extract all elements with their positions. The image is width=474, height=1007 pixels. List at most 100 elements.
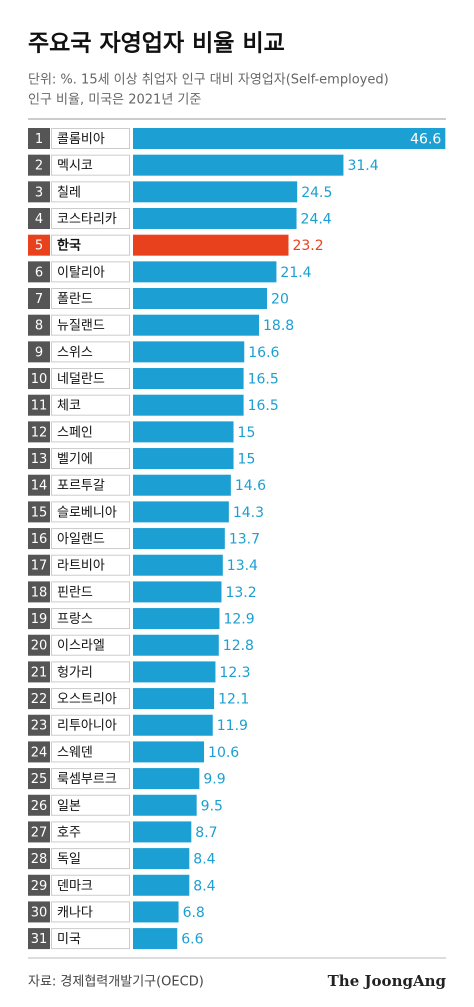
- label-box: [51, 821, 130, 843]
- bar: [133, 714, 213, 736]
- label-box: [51, 368, 130, 390]
- value-label: 13.7: [229, 532, 260, 548]
- label-box: [51, 314, 130, 336]
- rank-box: [28, 874, 50, 896]
- bar: [133, 688, 215, 710]
- y-tick-label: 콜롬비아: [57, 132, 105, 147]
- label-box: [51, 154, 130, 176]
- y-tick-label: 핀란드: [57, 585, 93, 600]
- rank-box: [28, 501, 50, 523]
- value-label: 11.9: [217, 718, 248, 734]
- y-tick-label: 캐나다: [57, 905, 93, 920]
- rank-label: 28: [31, 852, 48, 867]
- rank-label: 31: [31, 932, 48, 947]
- bar: [133, 874, 190, 896]
- rank-box: [28, 928, 50, 950]
- label-box: [51, 421, 130, 443]
- rank-label: 8: [35, 319, 43, 334]
- rank-label: 13: [31, 452, 48, 467]
- bar: [133, 741, 205, 763]
- value-label: 6.8: [183, 905, 205, 921]
- value-label: 24.4: [301, 212, 332, 228]
- bar: [133, 554, 223, 576]
- y-tick-label: 체코: [57, 399, 81, 414]
- label-box: [51, 581, 130, 603]
- rank-label: 14: [31, 479, 48, 494]
- label-box: [51, 208, 130, 230]
- y-tick-label: 포르투갈: [57, 479, 105, 494]
- bar: [133, 394, 244, 416]
- rank-box: [28, 421, 50, 443]
- rank-box: [28, 341, 50, 363]
- rank-box: [28, 234, 50, 256]
- rank-label: 6: [35, 265, 43, 280]
- rank-box: [28, 581, 50, 603]
- bar: [133, 821, 192, 843]
- y-tick-label: 스위스: [57, 345, 93, 360]
- rank-box: [28, 394, 50, 416]
- rank-box: [28, 821, 50, 843]
- rank-label: 10: [31, 372, 48, 387]
- label-box: [51, 288, 130, 310]
- brand: The JoongAng: [328, 972, 447, 990]
- subtitle: 인구 비율, 미국은 2021년 기준: [28, 93, 201, 108]
- label-box: [51, 261, 130, 283]
- value-label: 13.4: [227, 558, 258, 574]
- value-label: 21.4: [280, 265, 311, 281]
- value-label: 16.5: [248, 398, 279, 414]
- rank-box: [28, 181, 50, 203]
- rank-box: [28, 154, 50, 176]
- y-tick-label: 슬로베니아: [57, 505, 117, 520]
- bar: [133, 128, 446, 149]
- bar: [133, 661, 216, 683]
- rank-box: [28, 314, 50, 336]
- value-label: 14.3: [233, 505, 264, 521]
- value-label: 15: [238, 452, 256, 468]
- value-label: 10.6: [208, 745, 239, 761]
- rank-label: 26: [31, 799, 48, 814]
- rank-box: [28, 661, 50, 683]
- rank-box: [28, 368, 50, 390]
- rank-label: 23: [31, 719, 48, 734]
- bar: [133, 848, 190, 870]
- label-box: [51, 501, 130, 523]
- y-tick-label: 한국: [57, 238, 81, 254]
- label-box: [51, 634, 130, 656]
- y-tick-label: 이스라엘: [57, 639, 105, 654]
- y-tick-label: 미국: [57, 932, 81, 947]
- y-tick-label: 코스타리카: [57, 212, 117, 227]
- rank-label: 15: [31, 505, 48, 520]
- y-tick-label: 프랑스: [57, 612, 93, 627]
- value-label: 9.9: [203, 772, 225, 788]
- value-label: 31.4: [347, 158, 378, 174]
- rank-label: 24: [31, 745, 48, 760]
- y-tick-label: 스페인: [57, 425, 93, 440]
- label-box: [51, 448, 130, 470]
- rank-box: [28, 448, 50, 470]
- label-box: [51, 554, 130, 576]
- bar: [133, 608, 220, 630]
- rank-label: 4: [35, 212, 43, 227]
- rank-label: 7: [35, 292, 43, 307]
- rank-box: [28, 528, 50, 550]
- value-label: 16.6: [248, 345, 279, 361]
- rank-box: [28, 261, 50, 283]
- value-label: 23.2: [292, 238, 323, 254]
- label-box: [51, 874, 130, 896]
- y-tick-label: 스웨덴: [57, 745, 93, 760]
- y-tick-label: 헝가리: [57, 665, 93, 680]
- bar: [133, 474, 231, 496]
- label-box: [51, 661, 130, 683]
- rank-label: 16: [31, 532, 48, 547]
- bar: [133, 634, 219, 656]
- bar: [133, 368, 244, 390]
- label-box: [51, 234, 130, 256]
- label-box: [51, 848, 130, 870]
- rank-box: [28, 634, 50, 656]
- value-label: 8.4: [193, 878, 215, 894]
- value-label: 8.7: [195, 825, 217, 841]
- rank-label: 12: [31, 425, 48, 440]
- bar: [133, 288, 268, 310]
- rank-box: [28, 901, 50, 923]
